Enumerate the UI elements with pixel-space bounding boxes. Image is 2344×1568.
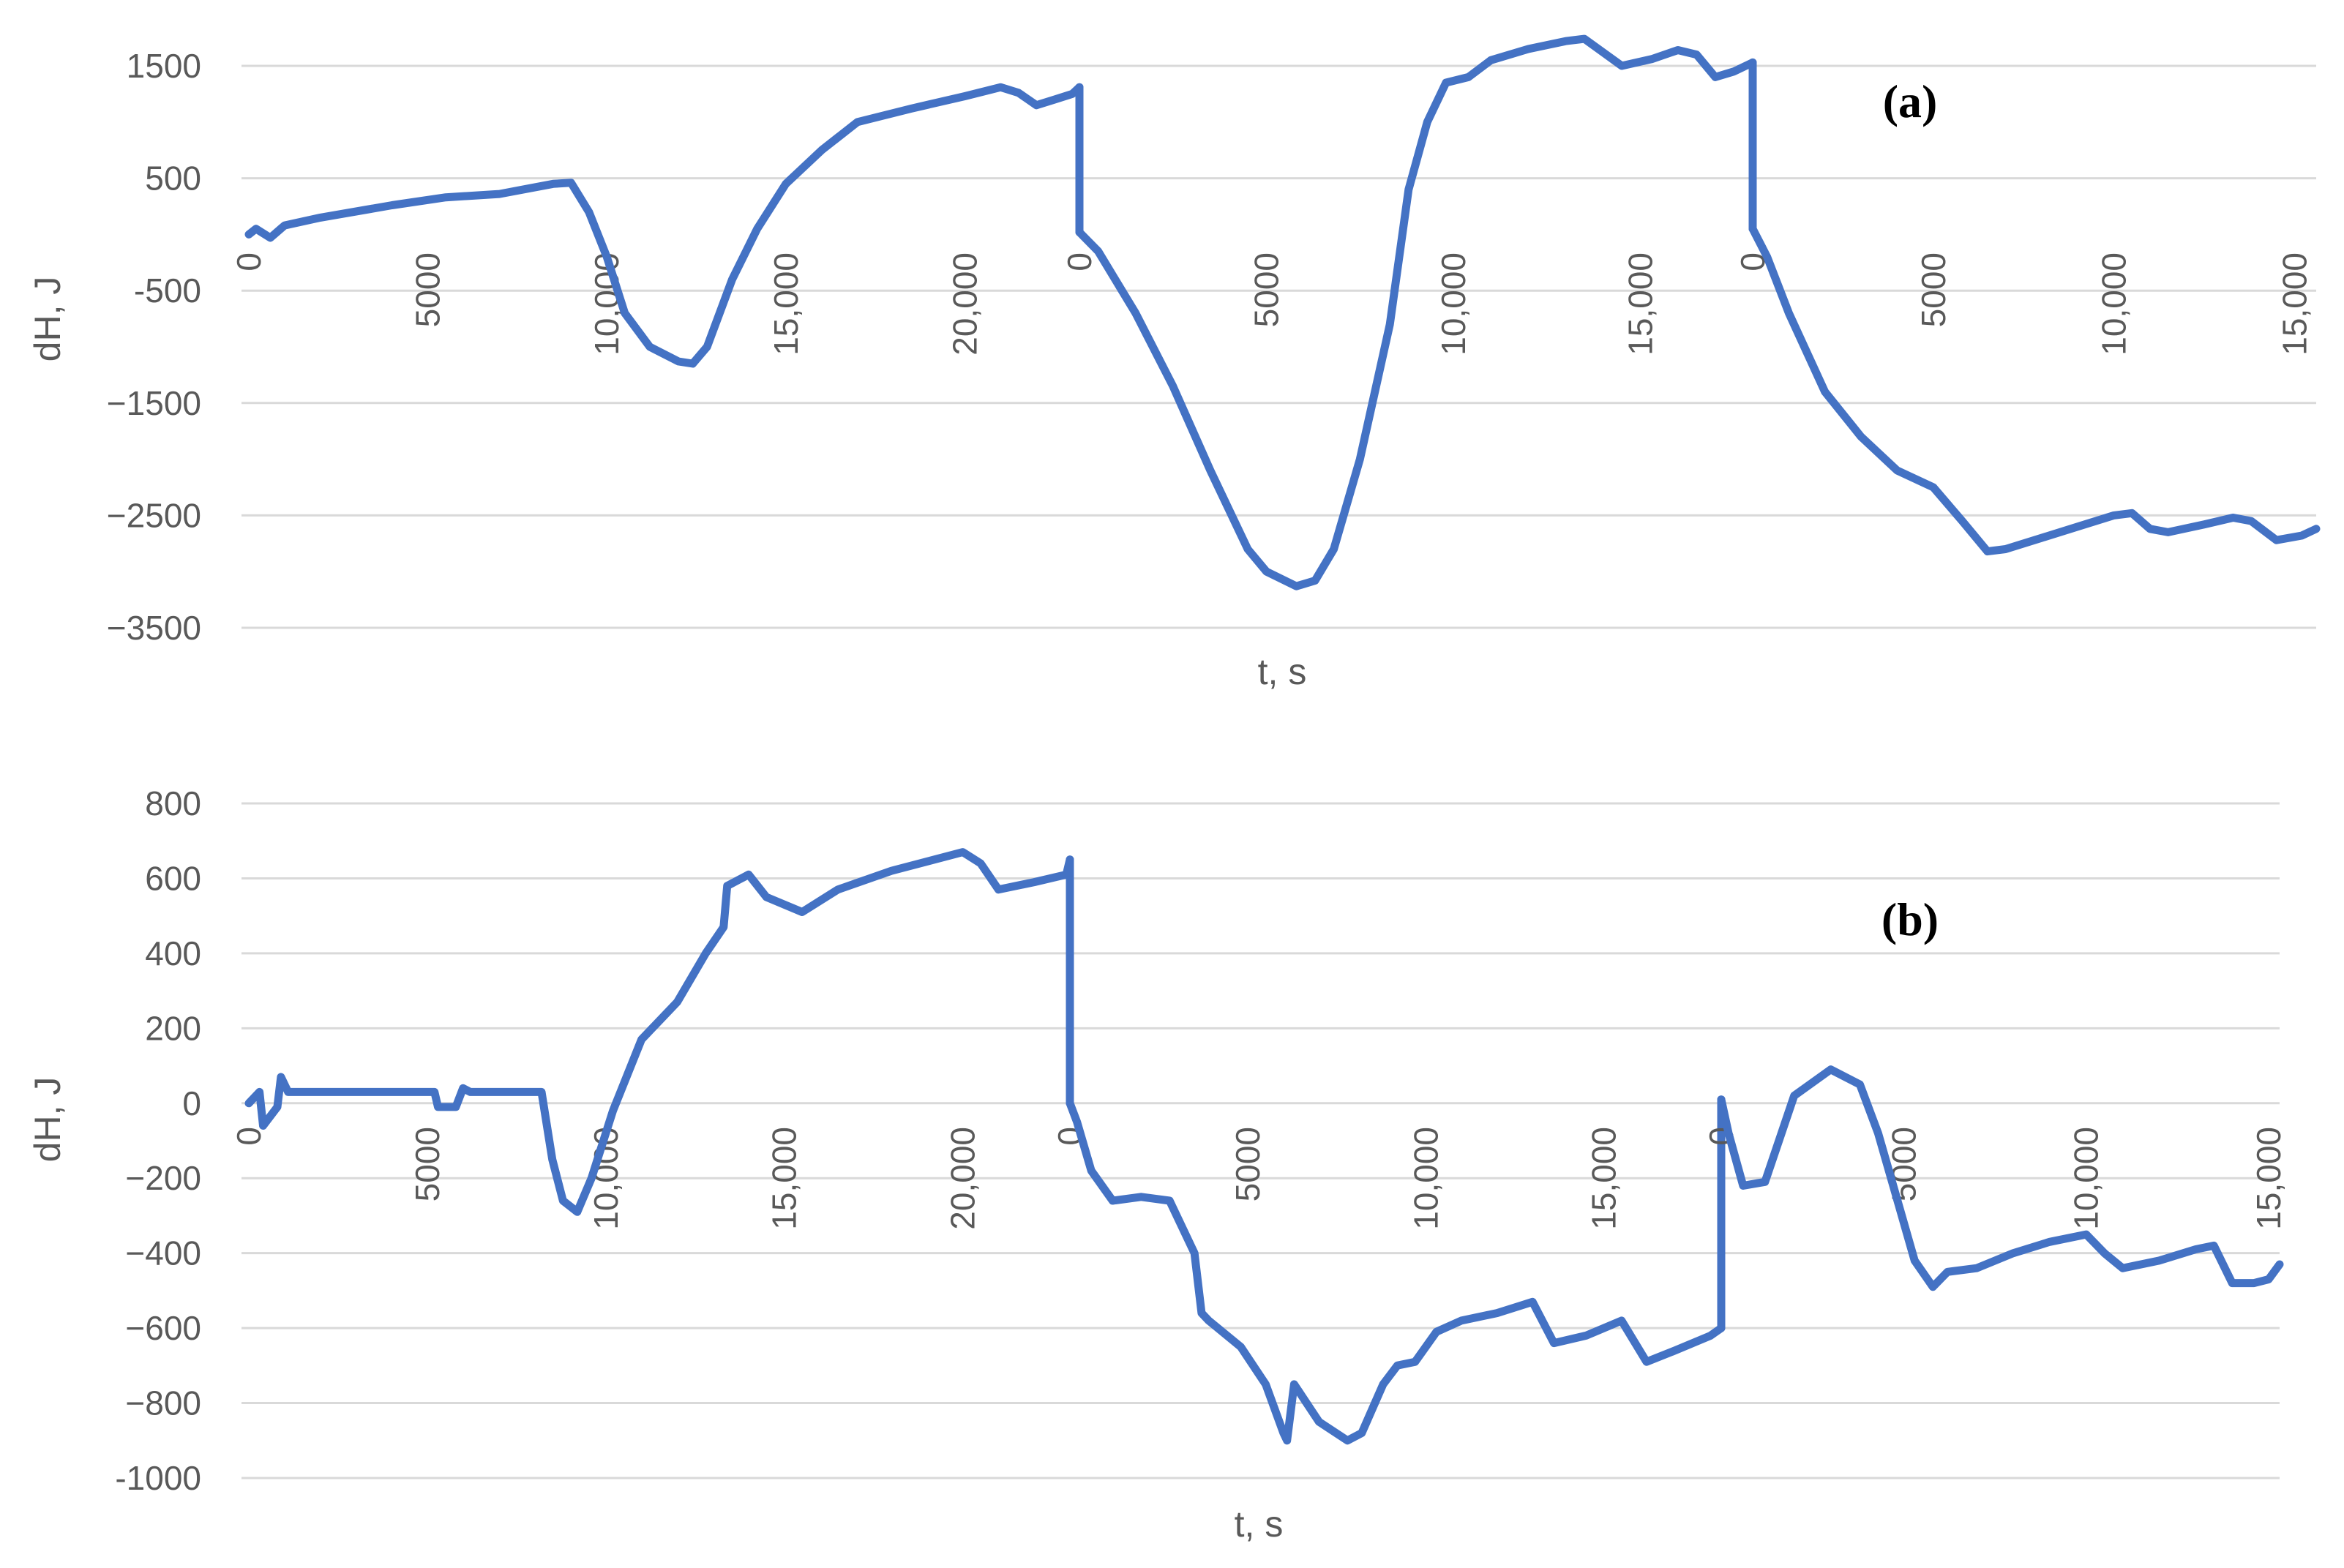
- x-tick-label: 5000: [1914, 252, 1952, 327]
- y-tick-label: −600: [125, 1309, 201, 1347]
- x-tick-label: 15,000: [1585, 1127, 1623, 1230]
- y-tick-label: 0: [182, 1084, 201, 1122]
- y-tick-label: 600: [145, 859, 201, 897]
- y-tick-label: 200: [145, 1009, 201, 1047]
- x-tick-label: 10,000: [2067, 1127, 2105, 1230]
- x-tick-label: 5000: [1248, 252, 1286, 327]
- chart-panel-b: (b) t, s dH, J 800 600 400 200 0 −200 −400 −600…: [27, 784, 2288, 1545]
- series-line-a-2: [1075, 34, 1757, 590]
- series-line-b-2: [1066, 1099, 1726, 1445]
- x-tick-label: 10,000: [2095, 252, 2133, 356]
- x-tick-label: 5000: [409, 252, 447, 327]
- x-tick-label: 0: [230, 1127, 268, 1146]
- x-tick-label: 0: [1060, 252, 1098, 271]
- y-tick-label: −3500: [107, 609, 201, 647]
- y-axis-label-b: dH, J: [27, 1077, 68, 1163]
- y-tick-label: -500: [134, 271, 201, 310]
- x-tick-label: 15,000: [765, 1127, 804, 1230]
- x-tick-label: 20,000: [944, 1127, 982, 1230]
- x-axis-label-a: t, s: [1258, 651, 1307, 692]
- chart-panel-a: (a) t, s dH, J 1500 500 -500 −1500 −2500 −350…: [27, 34, 2321, 692]
- x-tick-label: 0: [230, 252, 268, 271]
- x-tick-label: 15,000: [1622, 252, 1660, 356]
- series-line-a-3: [1748, 225, 2321, 556]
- panel-label-a: (a): [1883, 75, 1938, 127]
- panel-label-b: (b): [1881, 893, 1939, 945]
- x-tick-label: 5000: [1229, 1127, 1267, 1201]
- x-tick-label: 5000: [408, 1127, 446, 1201]
- y-tick-label: −2500: [107, 496, 201, 534]
- series-line-b-3: [1717, 1065, 2284, 1291]
- x-tick-label: 20,000: [946, 252, 984, 356]
- series-line-a-1: [244, 83, 1084, 368]
- y-tick-label: 800: [145, 784, 201, 822]
- y-tick-label: -1000: [115, 1459, 201, 1497]
- x-axis-label-b: t, s: [1235, 1504, 1284, 1545]
- x-tick-label: 15,000: [2250, 1127, 2288, 1230]
- y-tick-label: −200: [125, 1159, 201, 1197]
- x-tick-label: 15,000: [2275, 252, 2313, 356]
- y-axis-label-a: dH, J: [27, 277, 68, 362]
- y-tick-label: −400: [125, 1234, 201, 1272]
- x-tick-label: 10,000: [1434, 252, 1472, 356]
- y-tick-label: −1500: [107, 384, 201, 422]
- y-tick-label: 1500: [127, 47, 201, 85]
- y-tick-label: −800: [125, 1384, 201, 1422]
- x-tick-label: 10,000: [1407, 1127, 1445, 1230]
- y-tick-label: 500: [145, 160, 201, 198]
- series-line-b-1: [244, 848, 1074, 1216]
- x-tick-label: 15,000: [767, 252, 805, 356]
- y-tick-label: 400: [145, 934, 201, 972]
